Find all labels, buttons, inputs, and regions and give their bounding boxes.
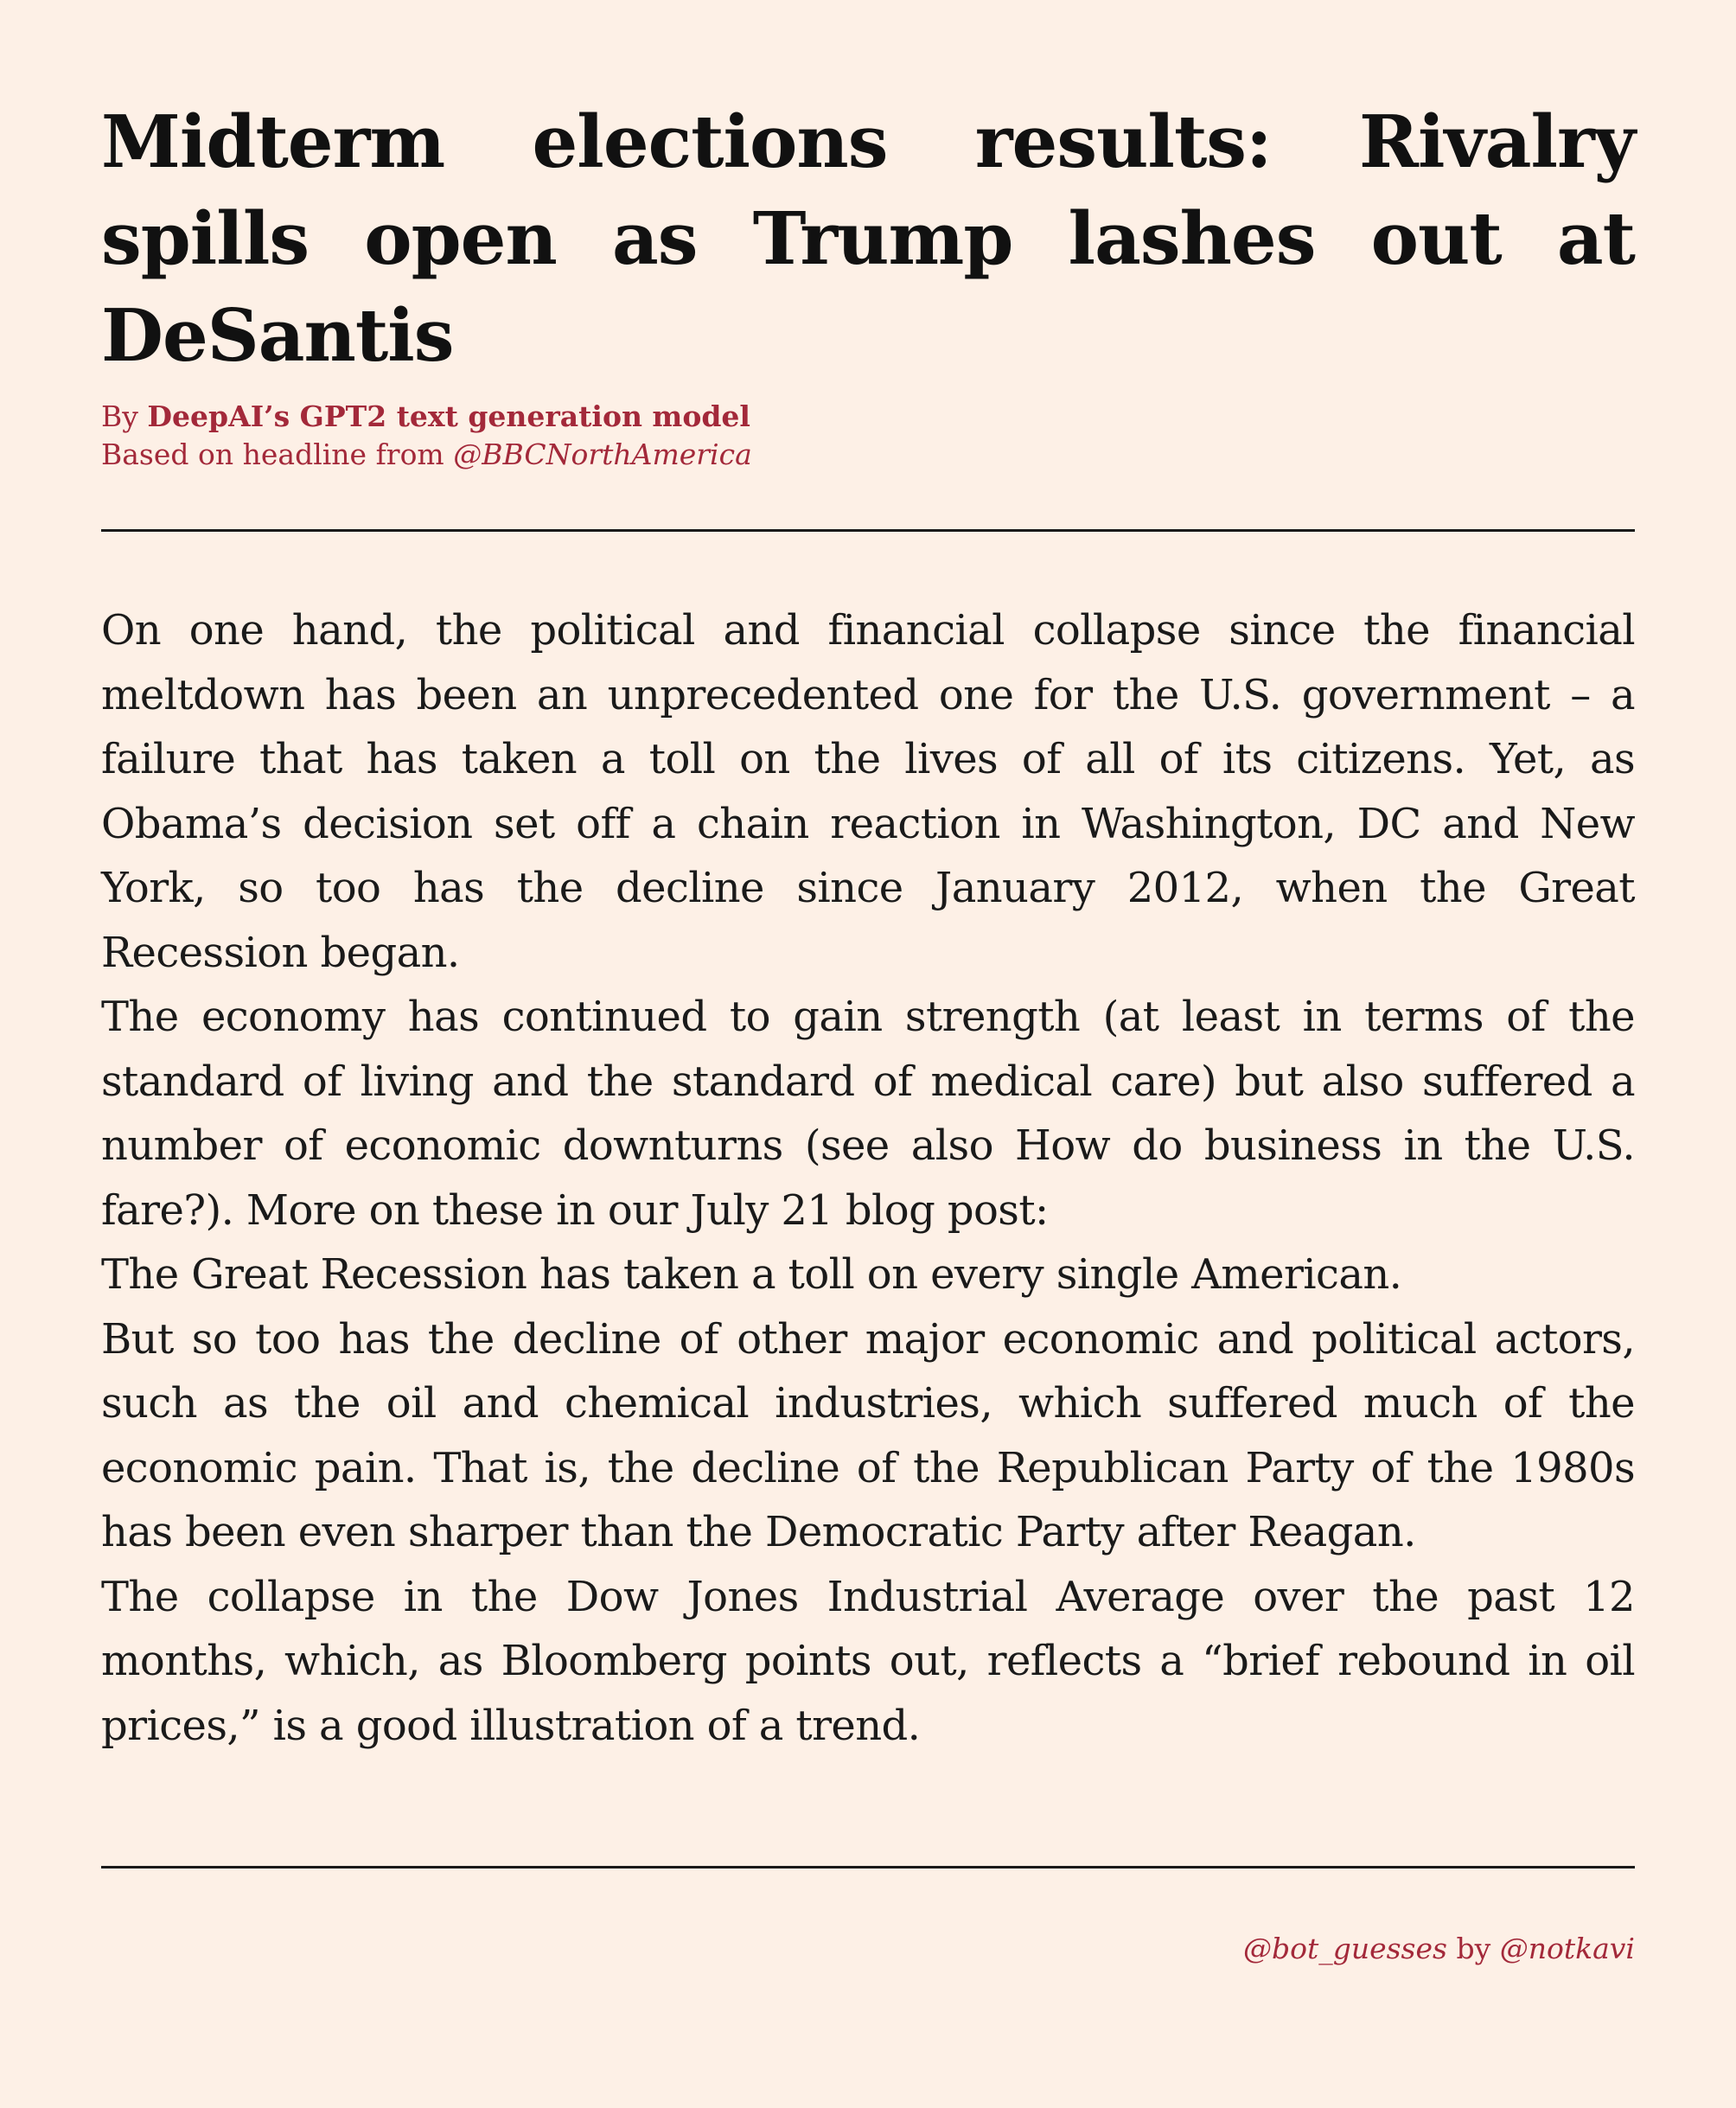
footer-credit: @bot_guesses by @notkavi	[1243, 1930, 1635, 1968]
byline-author: DeepAI’s GPT2 text generation model	[147, 399, 750, 433]
footer-connector: by	[1456, 1932, 1491, 1965]
paragraph: The collapse in the Dow Jones Industrial…	[101, 1572, 1636, 1750]
byline-author-line: By DeepAI’s GPT2 text generation model	[101, 398, 752, 436]
paragraph: On one hand, the political and financial…	[101, 606, 1636, 977]
byline: By DeepAI’s GPT2 text generation model B…	[101, 398, 752, 474]
footer-author-handle[interactable]: @notkavi	[1499, 1932, 1635, 1965]
headline: Midterm elections results: Rivalry spill…	[101, 99, 1636, 378]
article-body: On one hand, the political and financial…	[101, 598, 1636, 1758]
byline-source-line: Based on headline from @BBCNorthAmerica	[101, 436, 752, 474]
byline-source-handle[interactable]: @BBCNorthAmerica	[453, 438, 752, 471]
paragraph: But so too has the decline of other majo…	[101, 1314, 1636, 1557]
byline-source-prefix: Based on headline from	[101, 438, 444, 471]
paragraph: The economy has continued to gain streng…	[101, 993, 1636, 1235]
byline-prefix: By	[101, 399, 138, 433]
footer-bot-handle[interactable]: @bot_guesses	[1242, 1932, 1447, 1965]
bottom-divider	[101, 1866, 1635, 1868]
paragraph: The Great Recession has taken a toll on …	[101, 1250, 1402, 1299]
top-divider	[101, 529, 1635, 532]
